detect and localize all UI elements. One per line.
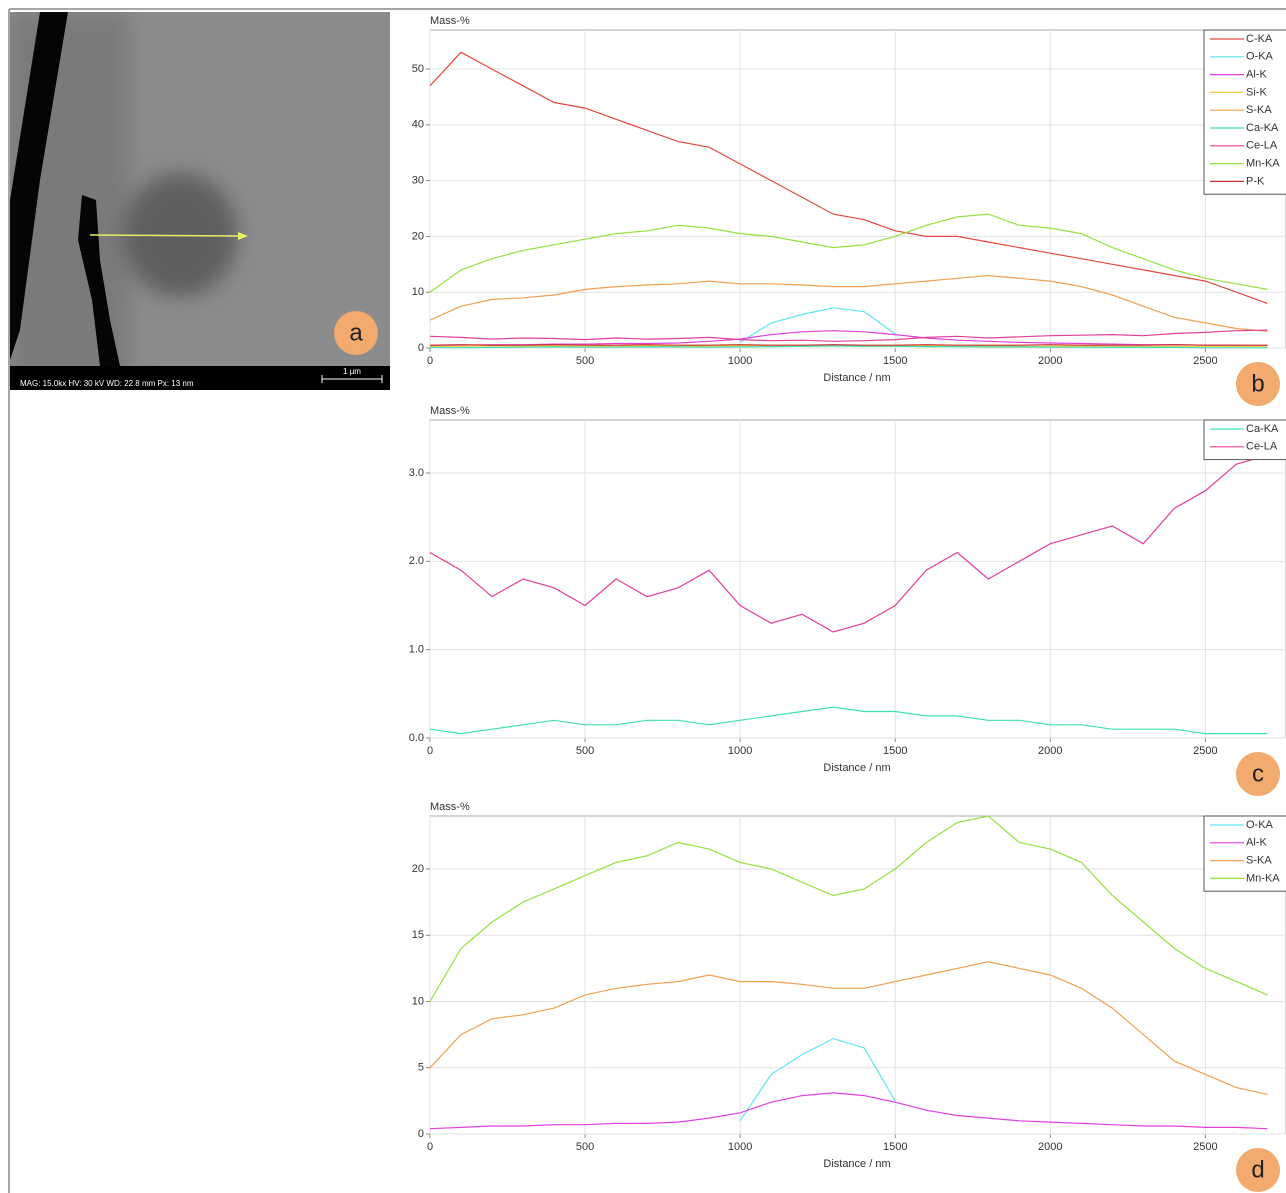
- data-line: [739, 1037, 896, 1122]
- series-group: [430, 51, 1268, 349]
- legend-label: O-KA: [1246, 51, 1274, 63]
- y-tick-label: 50: [412, 63, 424, 75]
- data-line: [430, 344, 1268, 346]
- plot-area: [429, 815, 1286, 1135]
- legend-label: Ce-LA: [1246, 441, 1278, 453]
- y-axis-label: Mass-%: [430, 801, 470, 813]
- legend-label: Ca-KA: [1246, 423, 1279, 435]
- image-info: MAG: 15.0kx HV: 30 kV WD: 22.8 mm Px: 13…: [20, 379, 194, 388]
- y-tick-label: 15: [412, 929, 424, 941]
- scan-arrow: [238, 232, 248, 240]
- panel-label: a: [349, 319, 363, 346]
- data-line: [430, 961, 1268, 1095]
- y-tick-label: 2.0: [409, 555, 424, 567]
- panel-badge: [334, 311, 378, 355]
- legend-label: C-KA: [1246, 33, 1273, 45]
- panel-badge: [1236, 752, 1280, 796]
- x-tick-label: 2000: [1038, 745, 1062, 757]
- legend-label: Mn-KA: [1246, 872, 1280, 884]
- data-line: [430, 213, 1268, 293]
- y-tick-label: 20: [412, 230, 424, 242]
- y-tick-label: 20: [412, 863, 424, 875]
- y-tick-label: 10: [412, 995, 424, 1007]
- x-axis-label: Distance / nm: [823, 372, 890, 384]
- series-group: [430, 815, 1268, 1130]
- x-tick-label: 500: [576, 355, 594, 367]
- y-tick-label: 0: [418, 342, 424, 354]
- panel-label: b: [1251, 370, 1264, 397]
- x-tick-label: 2500: [1193, 745, 1217, 757]
- data-line: [430, 345, 1268, 349]
- sem-image: MAG: 15.0kx HV: 30 kV WD: 22.8 mm Px: 13…: [10, 12, 390, 390]
- x-tick-label: 1000: [728, 745, 752, 757]
- y-tick-label: 5: [418, 1062, 424, 1074]
- data-line: [739, 307, 896, 343]
- series-group: [430, 454, 1268, 735]
- x-tick-label: 500: [576, 745, 594, 757]
- info-bar: [10, 366, 390, 390]
- legend-label: Al-K: [1246, 837, 1267, 849]
- data-line: [430, 51, 1268, 304]
- x-axis-label: Distance / nm: [823, 762, 890, 774]
- legend-label: Ca-KA: [1246, 122, 1279, 134]
- legend-label: Al-K: [1246, 69, 1267, 81]
- data-line: [430, 815, 1268, 1002]
- x-tick-label: 1000: [728, 1141, 752, 1153]
- x-tick-label: 1500: [883, 1141, 907, 1153]
- x-axis-label: Distance / nm: [823, 1158, 890, 1170]
- data-line: [430, 706, 1268, 735]
- x-tick-label: 500: [576, 1141, 594, 1153]
- panel-badge: [1236, 362, 1280, 406]
- x-tick-label: 1500: [883, 745, 907, 757]
- legend-label: S-KA: [1246, 855, 1272, 867]
- y-tick-label: 1.0: [409, 644, 424, 656]
- y-tick-label: 40: [412, 119, 424, 131]
- x-tick-label: 2500: [1193, 1141, 1217, 1153]
- data-line: [430, 454, 1268, 633]
- sem-crack: [78, 195, 120, 366]
- y-tick-label: 0: [418, 1128, 424, 1140]
- x-tick-label: 0: [427, 355, 433, 367]
- panel-label: c: [1252, 760, 1264, 787]
- y-axis-label: Mass-%: [430, 15, 470, 27]
- plot-area: [429, 29, 1286, 349]
- y-tick-label: 3.0: [409, 467, 424, 479]
- data-line: [430, 329, 1268, 342]
- y-tick-label: 10: [412, 286, 424, 298]
- scale-bar-label: 1 µm: [343, 367, 361, 376]
- legend-box: [1203, 29, 1286, 195]
- y-axis-label: Mass-%: [430, 405, 470, 417]
- y-tick-label: 30: [412, 175, 424, 187]
- x-tick-label: 1500: [883, 355, 907, 367]
- legend-box: [1203, 419, 1286, 461]
- legend-label: S-KA: [1246, 104, 1272, 116]
- sem-crack: [10, 12, 68, 360]
- legend-label: Si-K: [1246, 86, 1267, 98]
- legend-label: Mn-KA: [1246, 158, 1280, 170]
- x-tick-label: 2000: [1038, 355, 1062, 367]
- legend-label: P-K: [1246, 175, 1265, 187]
- data-line: [430, 330, 1268, 347]
- x-tick-label: 1000: [728, 355, 752, 367]
- x-tick-label: 2000: [1038, 1141, 1062, 1153]
- scan-line: [89, 234, 241, 237]
- panel-badge: [1236, 1148, 1280, 1192]
- panel-label: d: [1251, 1156, 1264, 1183]
- y-tick-label: 0.0: [409, 732, 424, 744]
- x-tick-label: 0: [427, 745, 433, 757]
- legend-label: Ce-LA: [1246, 140, 1278, 152]
- x-tick-label: 2500: [1193, 355, 1217, 367]
- legend-label: O-KA: [1246, 819, 1274, 831]
- x-tick-label: 0: [427, 1141, 433, 1153]
- data-line: [430, 1092, 1268, 1130]
- data-line: [430, 274, 1268, 332]
- plot-area: [429, 419, 1286, 739]
